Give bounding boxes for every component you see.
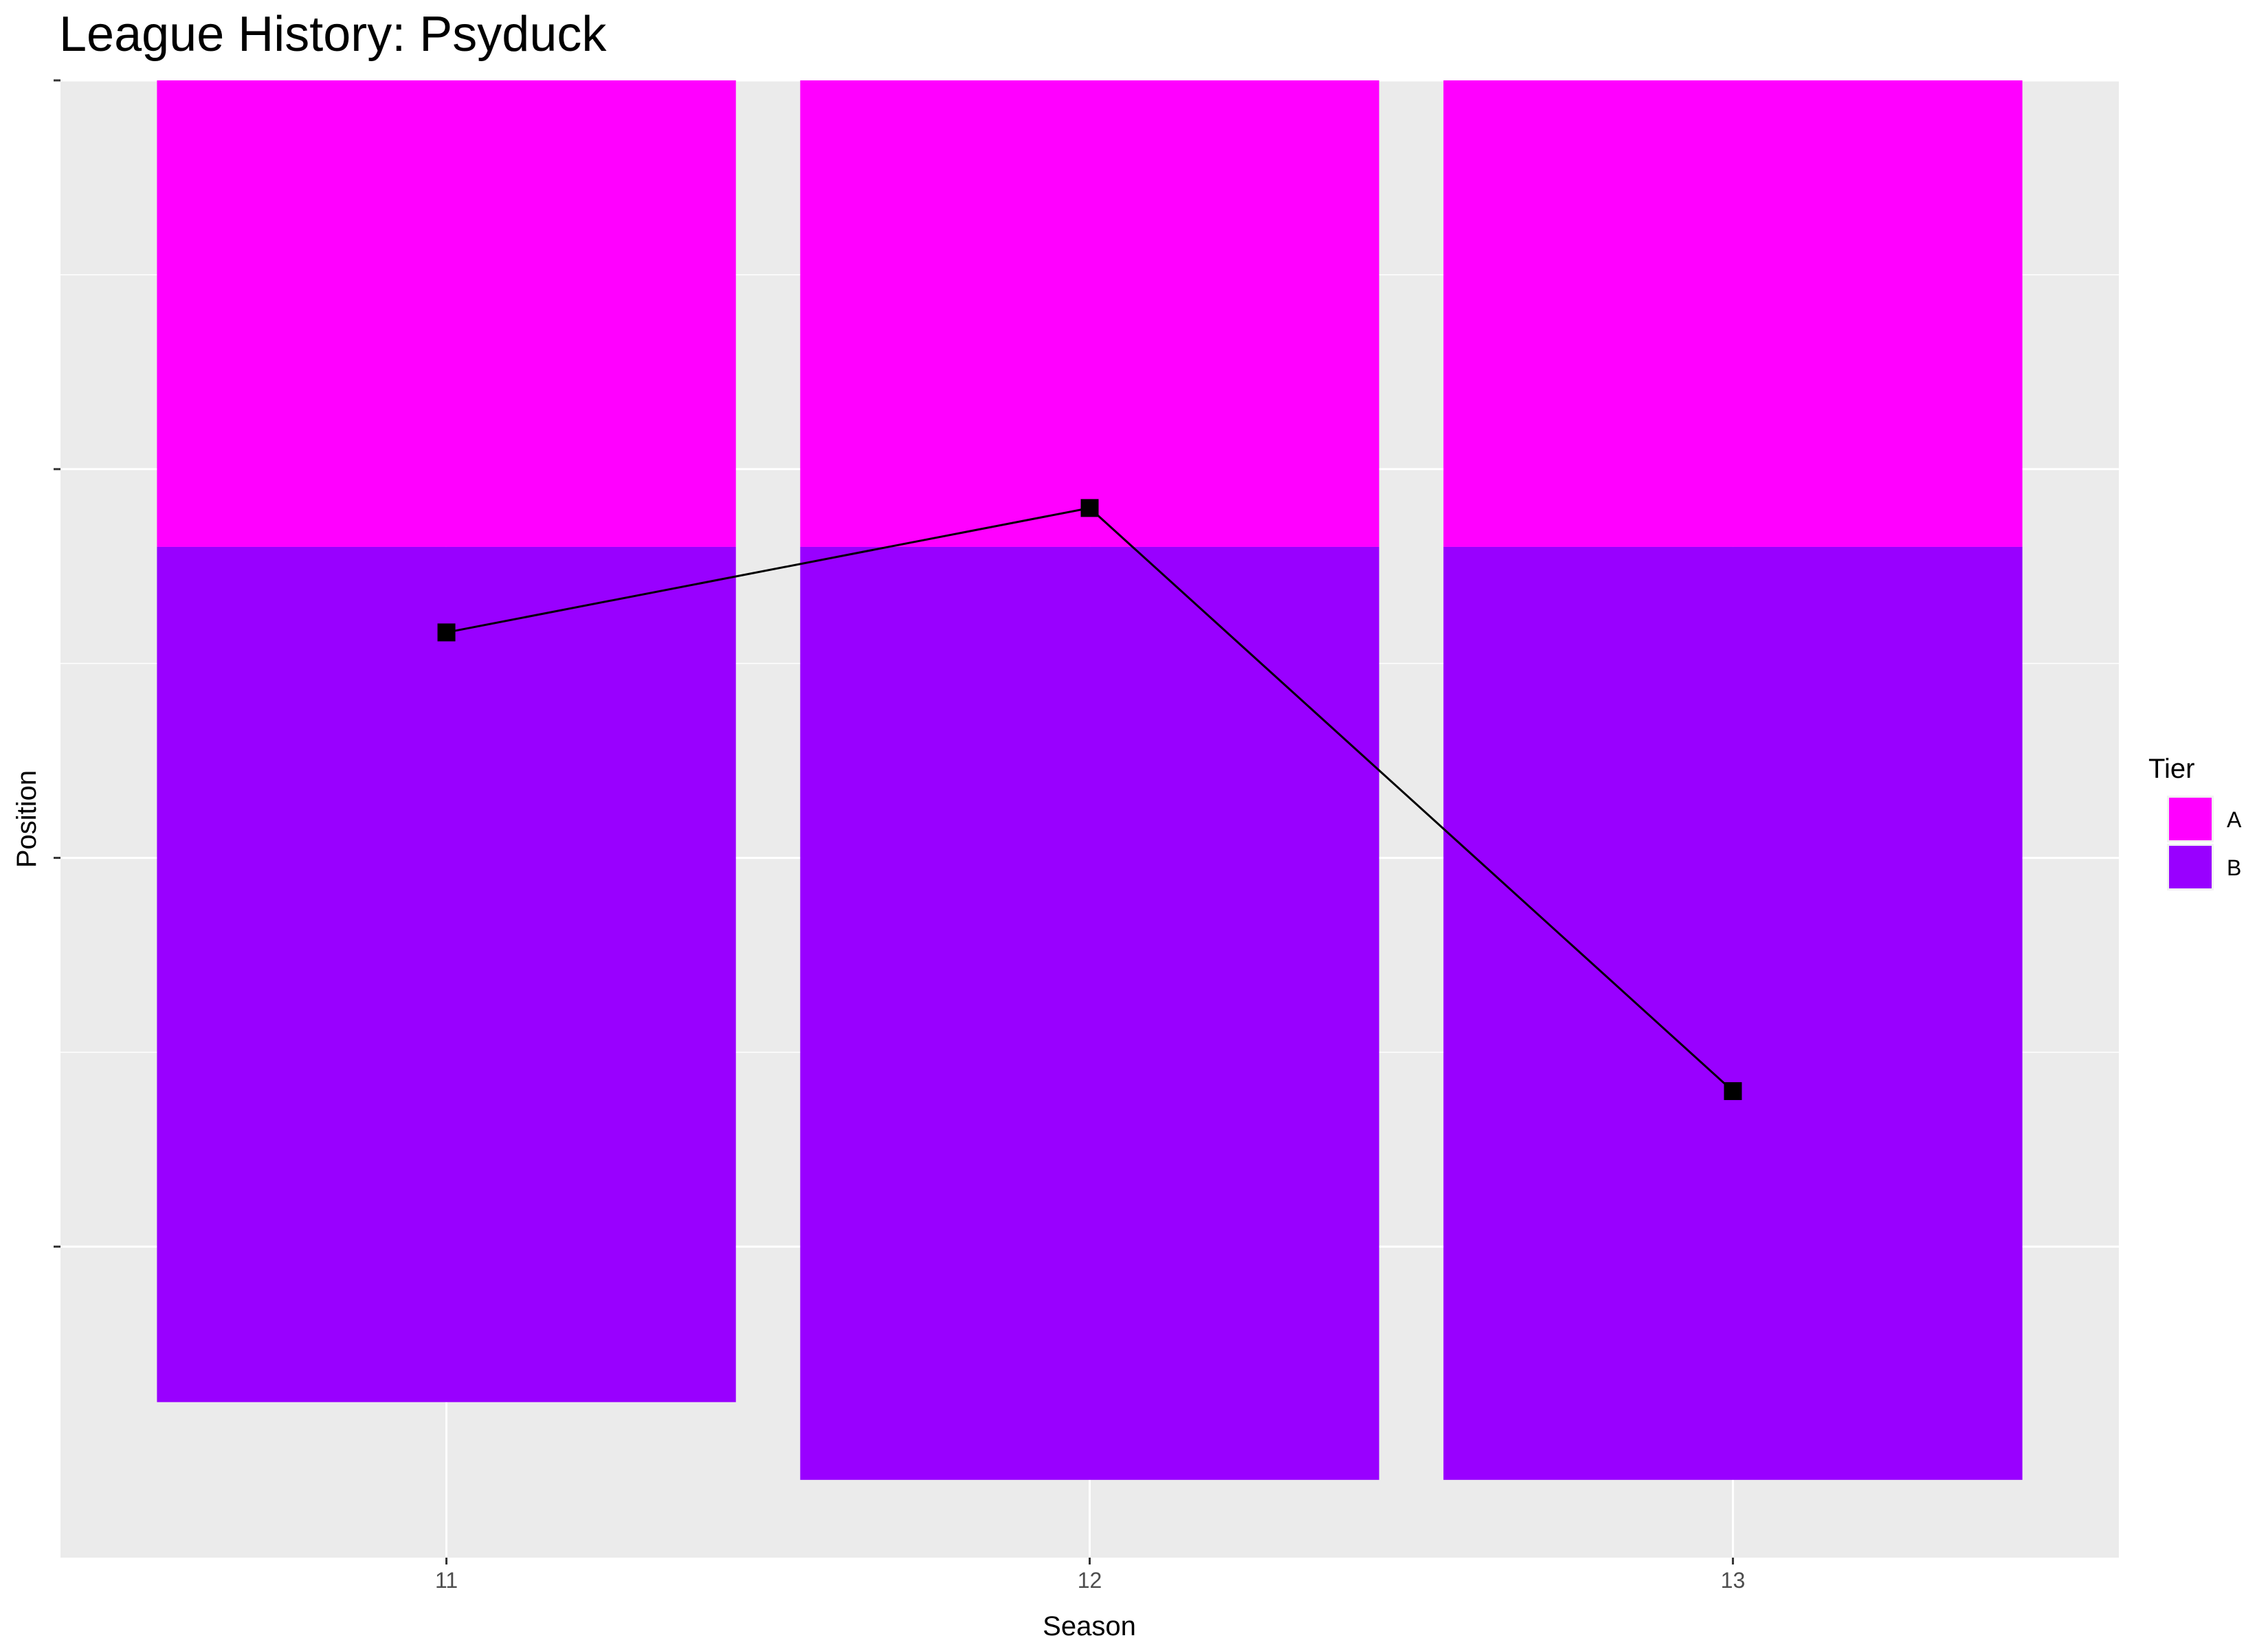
- bar-segment-13-B: [1443, 546, 2023, 1480]
- legend-swatch-B: [2169, 846, 2212, 888]
- x-axis-ticks: 11 12 13: [435, 1558, 1745, 1593]
- y-axis-ticks: [54, 79, 60, 1248]
- legend-label-B: B: [2227, 855, 2241, 880]
- bars: [157, 80, 2023, 1480]
- legend-label-A: A: [2227, 807, 2242, 832]
- legend-title: Tier: [2148, 754, 2194, 784]
- x-tick-label: 11: [435, 1568, 458, 1593]
- bar-segment-13-A: [1443, 80, 2023, 547]
- legend-swatch-A: [2169, 798, 2212, 840]
- bar-segment-12-A: [800, 80, 1379, 547]
- position-point-12: [1080, 499, 1099, 517]
- x-tick-label: 13: [1721, 1568, 1746, 1593]
- position-point-13: [1724, 1082, 1742, 1101]
- position-line: [437, 499, 1742, 1101]
- bar-segment-12-B: [800, 546, 1379, 1480]
- bar-segment-11-A: [157, 80, 736, 547]
- legend: Tier AB: [2148, 754, 2242, 890]
- bar-segment-11-B: [157, 546, 736, 1402]
- x-tick-label: 12: [1078, 1568, 1102, 1593]
- y-axis-title: Position: [12, 770, 42, 868]
- position-point-11: [437, 623, 456, 642]
- x-axis-title: Season: [1043, 1611, 1136, 1641]
- chart-title: League History: Psyduck: [59, 7, 607, 62]
